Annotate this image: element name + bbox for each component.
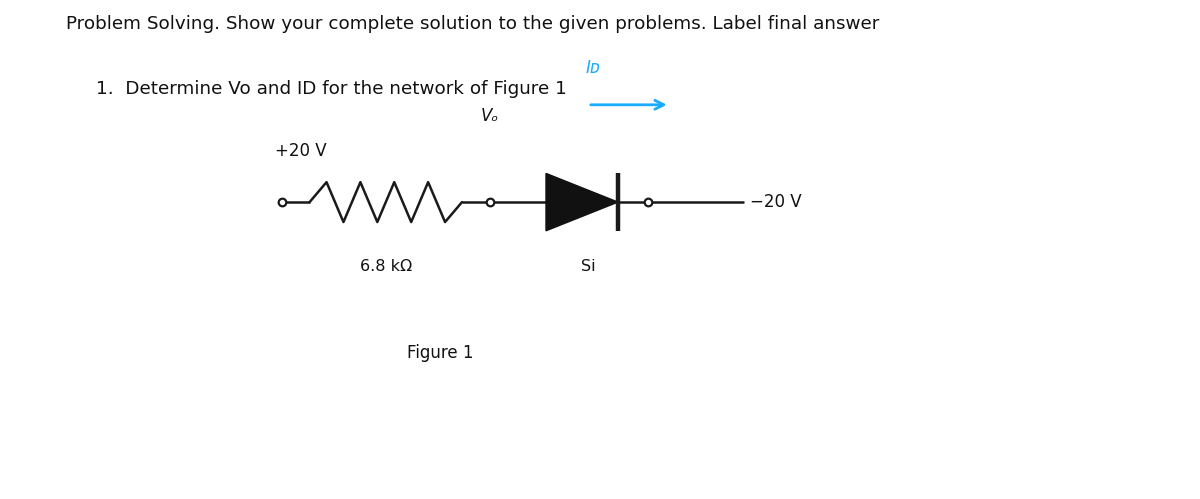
Text: +20 V: +20 V (275, 142, 326, 160)
Text: Figure 1: Figure 1 (407, 344, 473, 362)
Text: Vₒ: Vₒ (480, 107, 499, 125)
Text: −20 V: −20 V (750, 193, 802, 211)
Text: 1.  Determine Vo and ID for the network of Figure 1: 1. Determine Vo and ID for the network o… (96, 80, 566, 98)
Text: Si: Si (581, 259, 595, 274)
Polygon shape (546, 174, 618, 231)
Text: Iᴅ: Iᴅ (586, 59, 600, 77)
Text: Problem Solving. Show your complete solution to the given problems. Label final : Problem Solving. Show your complete solu… (66, 15, 880, 33)
Text: 6.8 kΩ: 6.8 kΩ (360, 259, 412, 274)
